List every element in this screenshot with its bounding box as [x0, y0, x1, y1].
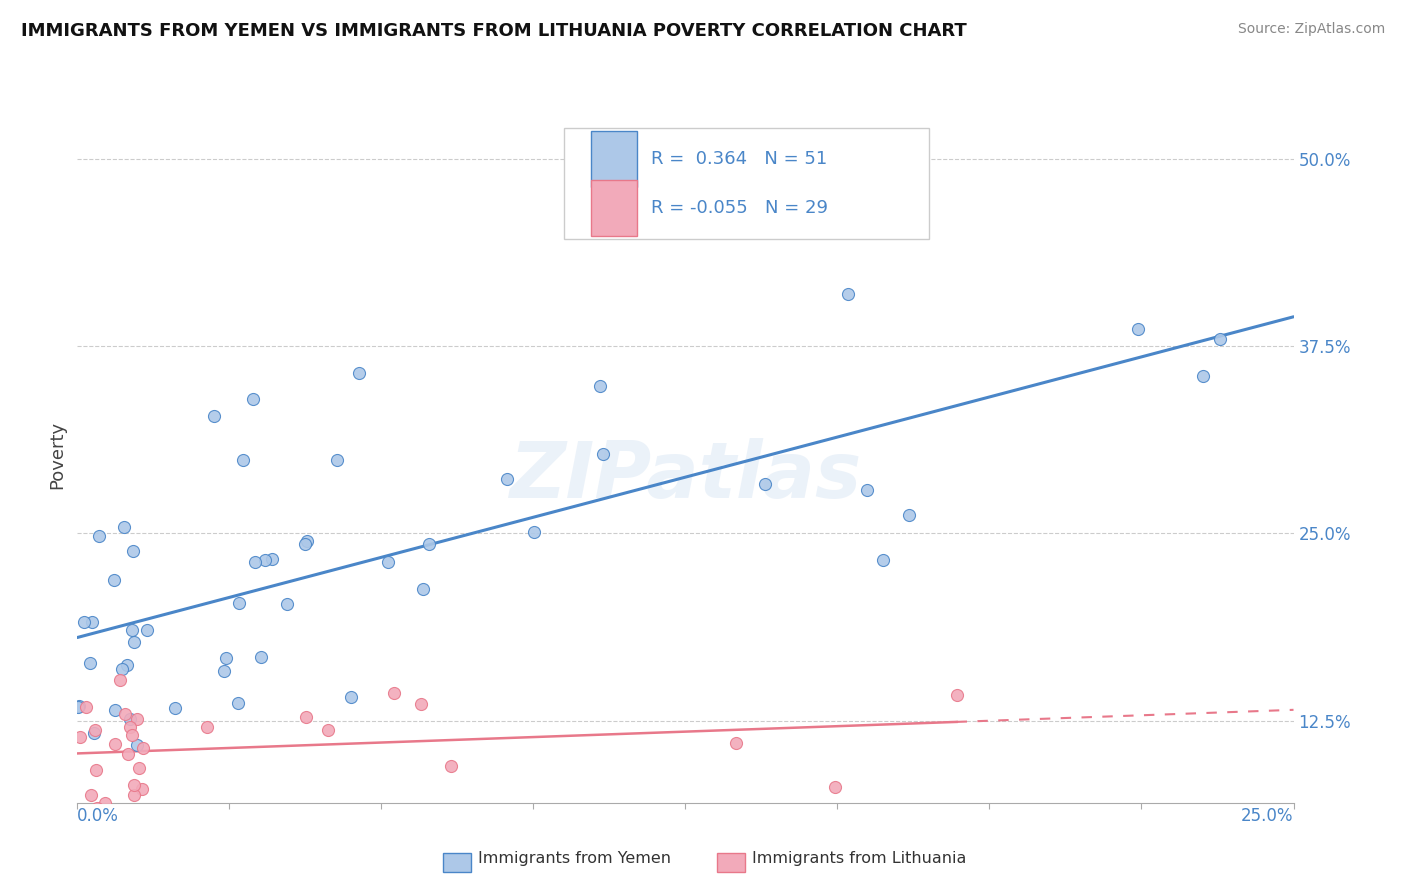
Point	[73, 615, 96, 630]
Text: R =  0.364   N = 51: R = 0.364 N = 51	[651, 150, 828, 169]
Text: ZIPatlas: ZIPatlas	[509, 438, 862, 514]
Point	[212, 664, 235, 678]
Point	[117, 658, 139, 673]
Point	[411, 698, 433, 712]
Point	[114, 707, 136, 722]
Point	[250, 650, 273, 665]
Text: 25.0%: 25.0%	[1241, 807, 1294, 825]
Point	[228, 596, 250, 610]
Point	[131, 782, 153, 797]
Point	[163, 701, 186, 715]
Point	[245, 555, 267, 569]
Text: R = -0.055   N = 29: R = -0.055 N = 29	[651, 199, 828, 217]
Point	[1209, 332, 1232, 346]
Text: 0.0%: 0.0%	[77, 807, 120, 825]
Point	[592, 447, 614, 461]
Point	[83, 723, 105, 738]
Point	[118, 712, 141, 726]
Point	[75, 700, 97, 714]
Point	[104, 737, 127, 751]
Point	[418, 537, 440, 551]
Point	[254, 552, 277, 566]
Text: IMMIGRANTS FROM YEMEN VS IMMIGRANTS FROM LITHUANIA POVERTY CORRELATION CHART: IMMIGRANTS FROM YEMEN VS IMMIGRANTS FROM…	[21, 22, 967, 40]
Point	[496, 472, 519, 486]
Point	[118, 720, 141, 734]
Point	[83, 725, 105, 739]
Point	[202, 409, 225, 423]
Text: Immigrants from Lithuania: Immigrants from Lithuania	[752, 852, 966, 866]
Point	[195, 720, 218, 734]
Point	[135, 623, 157, 637]
Point	[110, 673, 132, 687]
Point	[87, 528, 110, 542]
Point	[69, 730, 91, 744]
Point	[226, 696, 249, 710]
FancyBboxPatch shape	[564, 128, 929, 239]
Point	[588, 379, 610, 393]
Point	[872, 553, 894, 567]
Point	[412, 582, 434, 597]
Point	[382, 686, 405, 700]
Point	[112, 520, 135, 534]
Point	[295, 533, 318, 548]
Point	[125, 712, 148, 726]
Point	[121, 728, 143, 742]
Point	[898, 508, 921, 522]
Point	[103, 574, 125, 588]
Point	[824, 780, 846, 794]
Point	[294, 536, 316, 550]
Point	[67, 698, 90, 713]
Point	[276, 597, 298, 611]
Point	[837, 286, 859, 301]
Point	[104, 703, 127, 717]
Point	[94, 796, 117, 810]
Point	[125, 739, 148, 753]
Point	[86, 801, 108, 815]
Point	[122, 778, 145, 792]
FancyBboxPatch shape	[591, 131, 637, 187]
Point	[84, 763, 107, 777]
Point	[325, 452, 347, 467]
Point	[121, 623, 143, 637]
Point	[440, 758, 463, 772]
Point	[856, 483, 879, 498]
Point	[340, 690, 363, 705]
Point	[295, 710, 318, 724]
Point	[242, 392, 264, 407]
Point	[111, 662, 134, 676]
Point	[377, 555, 399, 569]
Point	[214, 651, 236, 665]
Y-axis label: Poverty: Poverty	[48, 421, 66, 489]
Point	[80, 615, 103, 629]
Point	[232, 453, 254, 467]
Point	[1128, 322, 1150, 336]
Point	[66, 700, 89, 714]
Point	[1192, 369, 1215, 384]
Point	[724, 735, 747, 749]
Point	[80, 788, 103, 802]
Point	[117, 747, 139, 761]
Point	[124, 788, 146, 802]
Point	[122, 635, 145, 649]
Point	[69, 806, 91, 821]
Point	[121, 544, 143, 558]
Point	[260, 552, 283, 566]
Point	[132, 740, 155, 755]
FancyBboxPatch shape	[591, 180, 637, 235]
Text: Immigrants from Yemen: Immigrants from Yemen	[478, 852, 671, 866]
Point	[945, 688, 967, 702]
Point	[316, 723, 339, 737]
Point	[523, 524, 546, 539]
Point	[128, 761, 150, 775]
Point	[349, 366, 371, 380]
Point	[754, 476, 776, 491]
Text: Source: ZipAtlas.com: Source: ZipAtlas.com	[1237, 22, 1385, 37]
Point	[79, 656, 101, 670]
